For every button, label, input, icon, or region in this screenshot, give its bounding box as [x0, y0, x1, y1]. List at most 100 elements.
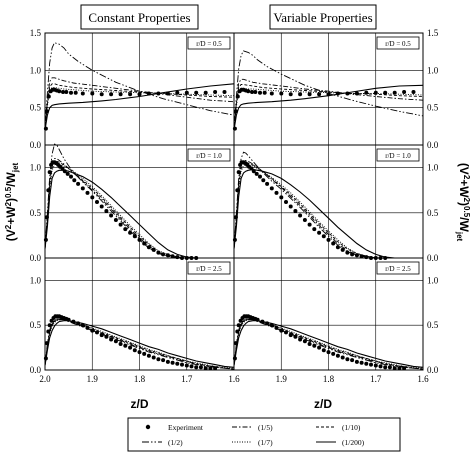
series-line [233, 164, 423, 259]
experiment-point [208, 366, 213, 371]
experiment-point [161, 358, 166, 363]
experiment-point [60, 166, 65, 171]
experiment-point [170, 360, 175, 365]
experiment-point [345, 91, 350, 96]
ylabel-right-slash: /W [457, 217, 471, 232]
rd-label: r/D = 0.5 [385, 40, 411, 48]
xtick-label: 1.7 [181, 374, 193, 384]
experiment-point [307, 92, 312, 97]
ylabel-left-sup2: 2 [4, 201, 13, 206]
rd-label: r/D = 2.5 [196, 265, 222, 273]
experiment-point [104, 334, 109, 339]
experiment-point [85, 190, 90, 195]
experiment-point [269, 323, 274, 328]
series-line [44, 87, 235, 131]
series-line [44, 319, 235, 370]
ylabel-right-close: ) [457, 202, 471, 206]
experiment-point [128, 230, 133, 235]
panel-1-0: r/D = 0.5 0.0 0.5 1.0 1.5 [232, 28, 439, 150]
experiment-point [383, 365, 388, 370]
experiment-point [359, 254, 364, 259]
xtick-label: 1.6 [417, 374, 429, 384]
experiment-point [222, 90, 227, 94]
experiment-point [184, 90, 189, 95]
experiment-point [326, 350, 331, 355]
experiment-point [331, 351, 336, 356]
ytick-label: 0.5 [427, 320, 439, 330]
experiment-point [170, 254, 175, 259]
series-line [233, 318, 424, 370]
ylabel-right-sup3: 0.5 [462, 206, 471, 218]
panel-0-0: r/D = 0.5 0.0 0.5 1.0 1.5 [30, 28, 235, 150]
experiment-point [298, 337, 303, 342]
experiment-point [317, 230, 322, 235]
experiment-point [335, 353, 340, 358]
ytick-label: 0.5 [30, 208, 42, 218]
experiment-point [203, 90, 208, 95]
experiment-point [284, 200, 288, 204]
experiment-point [113, 218, 118, 222]
experiment-point [194, 90, 199, 95]
experiment-point [128, 92, 133, 97]
series-line [233, 78, 424, 131]
experiment-point [233, 215, 238, 220]
experiment-point [302, 218, 307, 222]
panels: r/D = 0.5 0.0 0.5 1.0 1.5 r/D = 0.5 0.0 0.5 1.0 1… [30, 28, 439, 384]
experiment-point [235, 94, 240, 99]
experiment-point [62, 169, 67, 174]
rd-label: r/D = 2.5 [385, 265, 411, 273]
experiment-point [279, 328, 284, 333]
experiment-point [189, 364, 194, 369]
experiment-point [57, 89, 62, 94]
xtick-label: 1.8 [134, 374, 146, 384]
experiment-point [80, 323, 85, 328]
experiment-point [279, 195, 284, 200]
experiment-point [249, 166, 254, 171]
experiment-point [161, 252, 166, 257]
ytick-label: 0.0 [427, 140, 439, 150]
experiment-point [331, 241, 336, 246]
experiment-point [235, 329, 240, 334]
experiment-point [137, 350, 142, 355]
experiment-point [76, 181, 81, 186]
experiment-point [69, 90, 73, 95]
ytick-label: 0.5 [427, 208, 439, 218]
series-line [233, 320, 424, 368]
experiment-point [345, 357, 350, 362]
xtick-label: 1.9 [276, 374, 288, 384]
experiment-point [387, 365, 392, 370]
experiment-point [340, 355, 345, 360]
experiment-point [288, 92, 293, 97]
experiment-point [44, 109, 49, 114]
experiment-point [184, 363, 189, 368]
experiment-point [137, 92, 142, 97]
ytick-label: 1.0 [427, 65, 439, 75]
experiment-point [345, 250, 350, 255]
ylabel-right-sub: jet [455, 231, 464, 242]
col-title-variable: Variable Properties [273, 10, 372, 25]
experiment-point [118, 342, 123, 346]
experiment-point [109, 92, 114, 97]
experiment-point [364, 361, 369, 366]
experiment-point [175, 361, 180, 366]
series-line [233, 151, 423, 259]
experiment-point [118, 222, 123, 227]
panel-1-2: r/D = 2.5 0.0 0.5 1.0 1.9 1.8 1.7 1.6 [232, 257, 439, 384]
experiment-point [354, 253, 359, 258]
experiment-point [95, 330, 99, 335]
ytick-label: 1.0 [427, 275, 439, 285]
experiment-point [137, 237, 142, 242]
experiment-point [265, 321, 270, 326]
ytick-label: 0.0 [30, 365, 42, 375]
legend-entry: (1/7) [232, 438, 273, 447]
experiment-point [165, 359, 170, 364]
experiment-point [321, 234, 326, 239]
experiment-point [312, 227, 317, 232]
series-line [233, 50, 424, 131]
ytick-label: 0.0 [30, 140, 42, 150]
experiment-point [254, 171, 259, 176]
experiment-point [123, 343, 128, 348]
ytick-label: 1.5 [427, 28, 439, 38]
experiment-point [383, 90, 388, 95]
